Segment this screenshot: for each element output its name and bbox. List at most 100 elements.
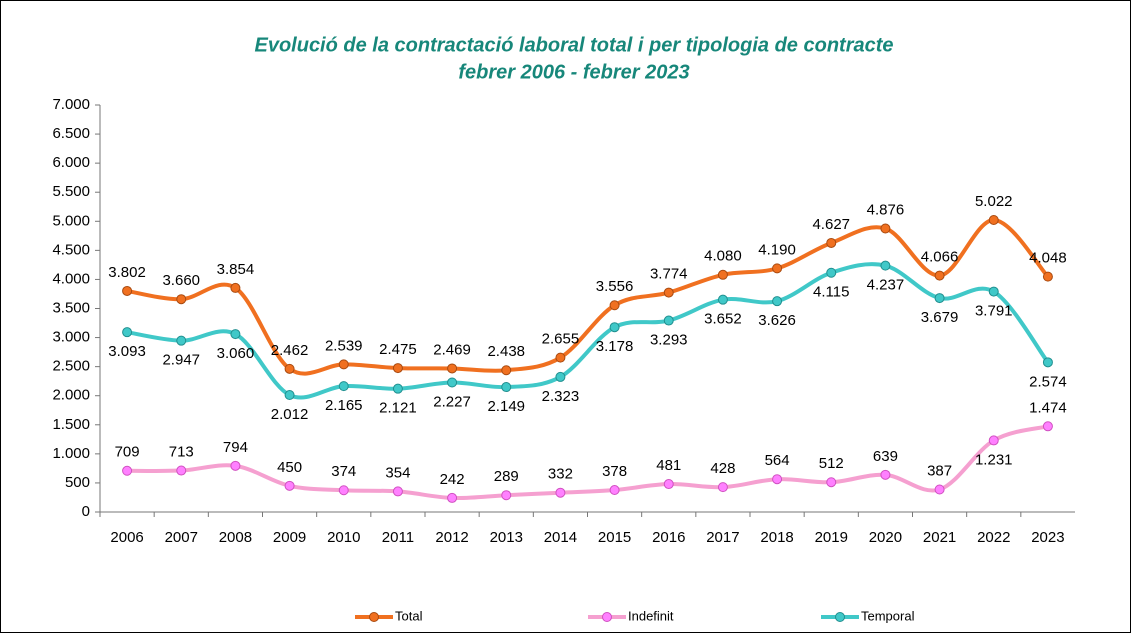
data-label: 2.947 bbox=[162, 352, 200, 369]
x-tick-label: 2006 bbox=[110, 529, 143, 546]
chart-title: Evolució de la contractació laboral tota… bbox=[254, 34, 893, 56]
marker bbox=[880, 469, 891, 480]
data-label: 4.080 bbox=[704, 248, 742, 265]
marker bbox=[176, 294, 187, 305]
y-tick-label: 7.000 bbox=[52, 96, 90, 113]
data-label: 639 bbox=[873, 448, 898, 465]
legend-label: Indefinit bbox=[628, 608, 674, 623]
marker bbox=[122, 327, 133, 338]
marker bbox=[501, 382, 512, 393]
marker bbox=[772, 296, 783, 307]
legend-label: Total bbox=[395, 608, 423, 623]
marker bbox=[663, 315, 674, 326]
marker bbox=[230, 460, 241, 471]
marker bbox=[826, 267, 837, 278]
data-label: 3.178 bbox=[596, 338, 634, 355]
data-label: 2.462 bbox=[271, 342, 309, 359]
data-label: 332 bbox=[548, 466, 573, 483]
data-label: 374 bbox=[331, 463, 356, 480]
data-label: 3.060 bbox=[217, 345, 255, 362]
data-label: 4.876 bbox=[867, 201, 905, 218]
data-label: 481 bbox=[656, 457, 681, 474]
data-label: 3.802 bbox=[108, 264, 146, 281]
x-tick-label: 2020 bbox=[869, 529, 902, 546]
x-tick-label: 2011 bbox=[382, 529, 414, 546]
data-label: 4.190 bbox=[758, 241, 796, 258]
series-line bbox=[126, 262, 1050, 400]
marker bbox=[447, 492, 458, 503]
y-tick-label: 3.500 bbox=[52, 299, 90, 316]
marker bbox=[338, 359, 349, 370]
marker bbox=[934, 293, 945, 304]
data-label: 2.149 bbox=[487, 398, 525, 415]
marker bbox=[338, 485, 349, 496]
data-label: 3.774 bbox=[650, 266, 688, 283]
marker bbox=[230, 329, 241, 340]
y-tick-label: 500 bbox=[65, 474, 90, 491]
marker bbox=[772, 474, 783, 485]
data-label: 2.539 bbox=[325, 337, 363, 354]
data-label: 428 bbox=[710, 460, 735, 477]
data-label: 4.237 bbox=[867, 277, 905, 294]
data-label: 3.626 bbox=[758, 312, 796, 329]
marker bbox=[717, 294, 728, 305]
y-tick-label: 2.000 bbox=[52, 387, 90, 404]
data-label: 3.679 bbox=[921, 309, 959, 326]
y-tick-label: 6.000 bbox=[52, 154, 90, 171]
data-label: 3.093 bbox=[108, 343, 146, 360]
data-label: 3.652 bbox=[704, 311, 742, 328]
marker bbox=[176, 465, 187, 476]
chart-subtitle: febrer 2006 - febrer 2023 bbox=[458, 61, 689, 83]
y-tick-label: 4.000 bbox=[52, 270, 90, 287]
x-tick-label: 2009 bbox=[273, 529, 306, 546]
x-tick-label: 2008 bbox=[219, 529, 252, 546]
series-line bbox=[126, 218, 1050, 376]
marker bbox=[176, 335, 187, 346]
marker bbox=[609, 300, 620, 311]
marker bbox=[772, 263, 783, 274]
data-label: 3.293 bbox=[650, 332, 688, 349]
data-label: 4.048 bbox=[1029, 250, 1067, 267]
data-label: 2.469 bbox=[433, 341, 471, 358]
x-tick-label: 2016 bbox=[652, 529, 685, 546]
x-tick-label: 2013 bbox=[490, 529, 523, 546]
data-label: 3.660 bbox=[162, 272, 200, 289]
marker bbox=[392, 363, 403, 374]
data-label: 4.115 bbox=[813, 284, 849, 301]
marker bbox=[392, 486, 403, 497]
y-tick-label: 1.000 bbox=[52, 445, 90, 462]
x-tick-label: 2022 bbox=[977, 529, 1010, 546]
data-label: 512 bbox=[819, 455, 844, 472]
marker bbox=[230, 282, 241, 293]
legend-marker bbox=[602, 612, 612, 622]
marker bbox=[717, 269, 728, 280]
x-tick-label: 2021 bbox=[923, 529, 956, 546]
y-tick-label: 5.000 bbox=[52, 212, 90, 229]
data-label: 3.556 bbox=[596, 278, 634, 295]
data-label: 1.231 bbox=[975, 451, 1013, 468]
marker bbox=[663, 479, 674, 490]
marker bbox=[555, 352, 566, 363]
data-label: 2.323 bbox=[542, 388, 580, 405]
y-tick-label: 3.000 bbox=[52, 329, 90, 346]
marker bbox=[988, 286, 999, 297]
y-tick-label: 1.500 bbox=[52, 416, 90, 433]
marker bbox=[717, 482, 728, 493]
marker bbox=[501, 490, 512, 501]
data-label: 354 bbox=[385, 464, 410, 481]
marker bbox=[988, 215, 999, 226]
data-label: 2.574 bbox=[1029, 373, 1067, 390]
marker bbox=[609, 322, 620, 333]
data-label: 2.121 bbox=[379, 400, 417, 417]
y-tick-label: 4.500 bbox=[52, 241, 90, 258]
y-tick-label: 5.500 bbox=[52, 183, 90, 200]
data-label: 713 bbox=[169, 444, 194, 461]
y-tick-label: 2.500 bbox=[52, 358, 90, 375]
x-tick-label: 2023 bbox=[1031, 529, 1064, 546]
marker bbox=[880, 223, 891, 234]
data-label: 794 bbox=[223, 439, 248, 456]
legend-marker bbox=[835, 612, 845, 622]
data-label: 2.227 bbox=[433, 393, 471, 410]
data-label: 4.066 bbox=[921, 249, 959, 266]
